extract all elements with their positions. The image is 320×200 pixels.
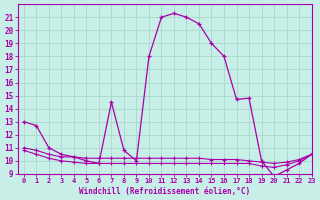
X-axis label: Windchill (Refroidissement éolien,°C): Windchill (Refroidissement éolien,°C)	[79, 187, 250, 196]
